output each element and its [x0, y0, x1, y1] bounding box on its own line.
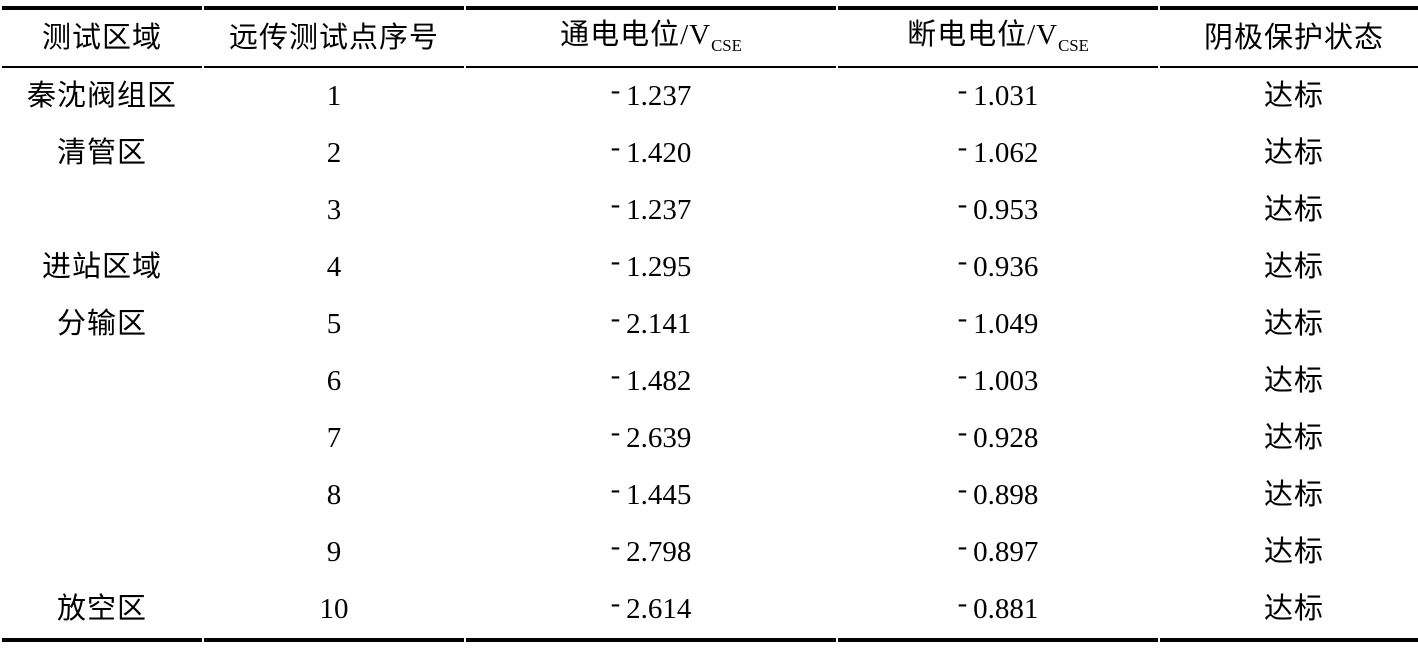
table-row: 7 -2.639 -0.928 达标 [2, 410, 1418, 467]
minus-sign: - [957, 415, 968, 448]
minus-sign: - [957, 358, 968, 391]
cell-off-potential: -1.049 [957, 301, 1039, 340]
minus-sign: - [610, 358, 621, 391]
table-row: 放空区 10-2.614-0.881 达标 [2, 581, 1418, 642]
table-row: 6 -1.482 -1.003 达标 [2, 353, 1418, 410]
cell-test-area [2, 524, 202, 581]
cell-test-area [2, 353, 202, 410]
minus-sign: - [610, 586, 621, 619]
minus-sign: - [957, 187, 968, 220]
cell-protection-status: 达标 [1263, 137, 1324, 169]
cell-on-potential: -2.614 [466, 581, 836, 642]
table-row: 秦沈阀组区 1 -1.237 -1.031 达标 [2, 68, 1418, 125]
minus-sign: - [957, 73, 968, 106]
cell-test-area: 放空区 [2, 581, 202, 642]
cell-off-potential: -0.898 [957, 472, 1039, 511]
table-row: 进站区域 4 -1.295 -0.936 达标 [2, 239, 1418, 296]
col-header-test-area: 测试区域 [2, 6, 202, 68]
cell-test-area: 清管区 [56, 137, 147, 169]
cell-off-potential: -1.003 [957, 358, 1039, 397]
minus-sign: - [610, 187, 621, 220]
cell-protection-status: 达标 [1263, 422, 1324, 454]
cell-test-area: 进站区域 [41, 251, 162, 283]
cell-protection-status: 达标 [1263, 479, 1324, 511]
cse-subscript: CSE [1058, 35, 1089, 55]
cell-point-number: 6 [326, 365, 342, 397]
cell-point-number: 7 [326, 422, 342, 454]
minus-sign: - [957, 130, 968, 163]
table-row: 分输区 5 -2.141 -1.049 达标 [2, 296, 1418, 353]
minus-sign: - [957, 586, 968, 619]
minus-sign: - [610, 472, 621, 505]
minus-sign: - [610, 73, 621, 106]
cell-off-potential: -0.881 [838, 581, 1158, 642]
cell-on-potential: -2.639 [610, 415, 692, 454]
table-body: 秦沈阀组区 1-1.237-1.031 达标 清管区 2-1.420-1.062 达标 3-… [2, 68, 1418, 642]
col-header-point-number: 远传测试点序号 [204, 6, 464, 68]
table-row: 3 -1.237 -0.953 达标 [2, 182, 1418, 239]
cell-protection-status: 达标 [1263, 536, 1324, 568]
cell-on-potential: -1.420 [610, 130, 692, 169]
cell-point-number: 8 [326, 479, 342, 511]
minus-sign: - [957, 472, 968, 505]
col-header-protection-status: 阴极保护状态 [1160, 6, 1418, 68]
cell-off-potential: -0.936 [957, 244, 1039, 283]
cell-point-number: 10 [204, 581, 464, 642]
cell-protection-status: 达标 [1160, 581, 1418, 642]
minus-sign: - [610, 529, 621, 562]
minus-sign: - [957, 301, 968, 334]
cell-off-potential: -0.928 [957, 415, 1039, 454]
cell-point-number: 2 [326, 137, 342, 169]
cell-test-area [2, 182, 202, 239]
cell-off-potential: -0.953 [957, 187, 1039, 226]
cell-test-area [2, 410, 202, 467]
minus-sign: - [957, 529, 968, 562]
cell-protection-status: 达标 [1263, 80, 1324, 112]
cell-protection-status: 达标 [1263, 194, 1324, 226]
col-header-off-potential: 断电电位/VCSE [838, 6, 1158, 68]
cell-on-potential: -1.295 [610, 244, 692, 283]
cell-on-potential: -1.445 [610, 472, 692, 511]
cell-point-number: 3 [326, 194, 342, 226]
cell-on-potential: -1.237 [610, 187, 692, 226]
off-potential-label: 断电电位/V [907, 19, 1059, 52]
cell-test-area [2, 467, 202, 524]
cell-off-potential: -0.897 [957, 529, 1039, 568]
cell-point-number: 4 [326, 251, 342, 283]
col-header-on-potential: 通电电位/VCSE [466, 6, 836, 68]
cell-test-area: 分输区 [56, 308, 147, 340]
cell-on-potential: -1.237 [610, 73, 692, 112]
cse-subscript: CSE [711, 35, 742, 55]
cell-point-number: 9 [326, 536, 342, 568]
minus-sign: - [610, 130, 621, 163]
minus-sign: - [610, 301, 621, 334]
cell-off-potential: -1.062 [957, 130, 1039, 169]
cell-point-number: 5 [326, 308, 342, 340]
cathodic-protection-table: 测试区域 远传测试点序号 通电电位/VCSE 断电电位/VCSE 阴极保护状态 … [0, 6, 1418, 642]
minus-sign: - [610, 415, 621, 448]
table-row: 9 -2.798 -0.897 达标 [2, 524, 1418, 581]
table-row: 清管区 2 -1.420 -1.062 达标 [2, 125, 1418, 182]
cell-on-potential: -1.482 [610, 358, 692, 397]
cell-on-potential: -2.798 [610, 529, 692, 568]
table-row: 8 -1.445 -0.898 达标 [2, 467, 1418, 524]
cell-protection-status: 达标 [1263, 365, 1324, 397]
minus-sign: - [957, 244, 968, 277]
cell-on-potential: -2.141 [610, 301, 692, 340]
minus-sign: - [610, 244, 621, 277]
header-row: 测试区域 远传测试点序号 通电电位/VCSE 断电电位/VCSE 阴极保护状态 [2, 6, 1418, 68]
cell-test-area: 秦沈阀组区 [26, 80, 177, 112]
cell-protection-status: 达标 [1263, 251, 1324, 283]
cell-off-potential: -1.031 [957, 73, 1039, 112]
cell-point-number: 1 [326, 80, 342, 112]
on-potential-label: 通电电位/V [560, 19, 712, 52]
cell-protection-status: 达标 [1263, 308, 1324, 340]
